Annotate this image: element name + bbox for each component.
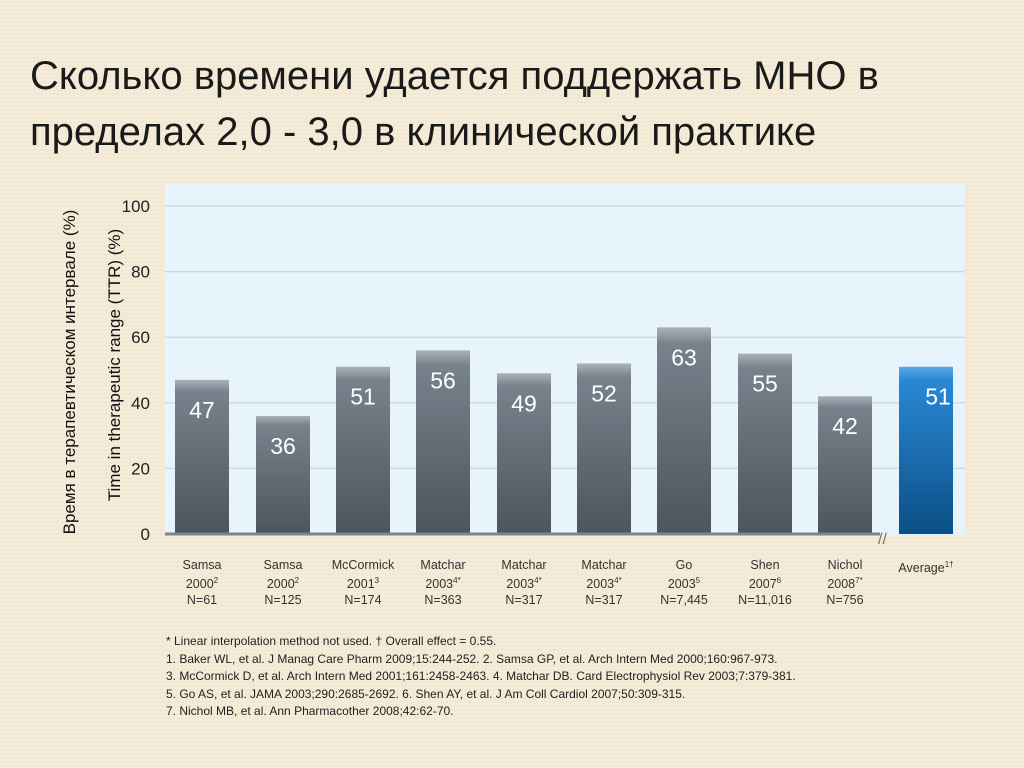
bar [336,366,390,534]
footnote: * Linear interpolation method not used. … [166,634,497,648]
x-tick-label: Go 20035 N=7,445 [660,558,708,608]
bar [899,366,953,534]
data-label: 51 [925,384,951,410]
data-label: 49 [511,390,537,416]
y-tick-label: 80 [131,263,150,282]
x-tick-label: Samsa 20002 N=125 [263,558,303,608]
y-tick-label: 60 [131,328,150,347]
y-tick-label: 100 [122,197,150,216]
footnote: 7. Nichol MB, et al. Ann Pharmacother 20… [166,704,454,718]
x-tick-label: Average1† [898,560,954,576]
bar [416,350,470,534]
y-tick-label: 20 [131,459,150,478]
bar [657,327,711,534]
data-label: 47 [189,397,215,423]
y-tick-label: 40 [131,394,150,413]
x-tick-label: Samsa 20002 N=61 [182,558,222,608]
bar [577,363,631,534]
x-tick-label: McCormick 20013 N=174 [331,558,395,608]
data-label: 36 [270,433,296,459]
x-tick-label: Shen 20076 N=11,016 [738,558,792,608]
y-tick-label: 0 [141,525,150,544]
axis-break-mark: // [878,531,887,548]
data-label: 42 [832,413,858,439]
data-label: 55 [752,371,778,397]
x-tick-label: Matchar 20034* N=317 [581,558,627,608]
bar [738,353,792,534]
x-tick-label: Matchar 20034* N=317 [501,558,547,608]
data-label: 63 [671,344,697,370]
x-tick-label: Matchar 20034* N=363 [420,558,466,608]
footnote: 5. Go AS, et al. JAMA 2003;290:2685-2692… [166,686,686,701]
bar [818,396,872,534]
data-label: 51 [350,384,376,410]
bar [175,379,229,534]
footnote: 3. McCormick D, et al. Arch Intern Med 2… [166,669,796,683]
slide-title: Сколько времени удается поддержать МНО в… [30,54,879,154]
bar [497,373,551,534]
footnote: 1. Baker WL, et al. J Manag Care Pharm 2… [166,651,778,666]
footnotes: * Linear interpolation method not used. … [166,633,796,721]
data-label: 56 [430,367,456,393]
data-label: 52 [591,380,617,406]
x-tick-label: Nichol 20087* N=756 [826,558,864,608]
bar [256,415,310,534]
